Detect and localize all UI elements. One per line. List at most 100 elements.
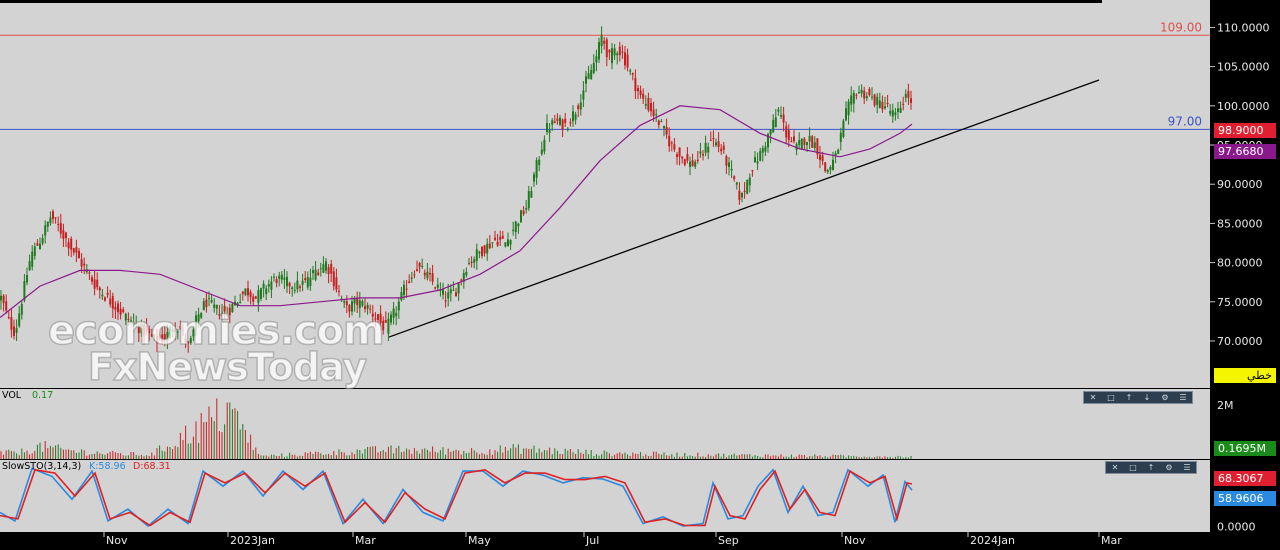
candle-body xyxy=(460,279,463,281)
close-icon[interactable]: ✕ xyxy=(1089,393,1097,402)
close-icon[interactable]: ✕ xyxy=(1111,463,1119,472)
candle-body xyxy=(608,49,611,53)
candle-body xyxy=(382,320,385,331)
stochastic-d-tag: 68.3067 xyxy=(1214,471,1276,486)
maximize-icon[interactable]: □ xyxy=(1107,393,1115,402)
trendline xyxy=(388,79,1100,338)
candle-body xyxy=(353,297,356,304)
candle-body xyxy=(595,56,598,63)
candle-body xyxy=(613,48,616,56)
candle-body xyxy=(179,325,182,329)
candle-body xyxy=(410,277,413,279)
candle-body xyxy=(265,288,268,295)
candle-body xyxy=(572,111,574,122)
candle-body xyxy=(876,96,879,105)
candle-body xyxy=(397,301,400,311)
candle-body xyxy=(78,250,80,259)
move-down-icon[interactable]: ↓ xyxy=(1143,393,1151,402)
candle-body xyxy=(57,224,60,226)
candle-body xyxy=(665,127,668,135)
candle-body xyxy=(517,223,520,227)
candle-body xyxy=(639,90,642,95)
candle-body xyxy=(821,155,824,161)
candle-body xyxy=(80,259,83,267)
move-up-icon[interactable]: ↑ xyxy=(1147,463,1155,472)
candle-body xyxy=(280,274,283,280)
candle-body xyxy=(566,128,569,130)
candle-body xyxy=(553,121,556,124)
candle-body xyxy=(444,300,447,302)
candle-body xyxy=(504,242,507,247)
menu-icon[interactable]: ☰ xyxy=(1183,463,1191,472)
candle-body xyxy=(226,313,229,317)
candle-body xyxy=(488,243,491,249)
candle-body xyxy=(312,270,314,274)
candle-body xyxy=(902,103,905,105)
candle-body xyxy=(361,300,364,306)
maximize-icon[interactable]: □ xyxy=(1129,463,1137,472)
candle-body xyxy=(790,141,793,143)
candle-body xyxy=(894,112,897,116)
candle-body xyxy=(754,157,756,163)
candle-body xyxy=(629,70,632,72)
candle-body xyxy=(143,324,145,336)
candle-body xyxy=(689,161,691,168)
candle-body xyxy=(278,275,281,279)
candle-body xyxy=(525,207,528,210)
candle-body xyxy=(364,306,366,310)
candle-body xyxy=(468,262,470,264)
candle-body xyxy=(774,117,777,128)
volume-value: 0.17 xyxy=(32,390,54,401)
price-tick-label: 100.0000 xyxy=(1217,100,1270,113)
candle-body xyxy=(59,223,62,234)
candle-body xyxy=(512,229,515,232)
candle-body xyxy=(728,162,730,167)
menu-icon[interactable]: ☰ xyxy=(1179,393,1187,402)
candle-body xyxy=(751,170,754,172)
candle-body xyxy=(527,191,530,209)
candle-body xyxy=(62,230,65,239)
candle-body xyxy=(122,309,125,313)
candle-body xyxy=(496,241,499,246)
settings-icon[interactable]: ⚙ xyxy=(1165,463,1173,472)
candle-body xyxy=(548,130,551,133)
candle-body xyxy=(847,101,850,116)
candle-body xyxy=(254,296,257,299)
price-panel[interactable] xyxy=(0,0,1210,388)
volume-toolbar[interactable]: ✕ □ ↑ ↓ ⚙ ☰ xyxy=(1083,391,1193,404)
candle-body xyxy=(642,93,645,99)
candle-body xyxy=(223,305,226,312)
candle-body xyxy=(559,117,561,125)
candle-body xyxy=(343,301,346,303)
candle-body xyxy=(153,334,156,336)
drawing-tool-tag[interactable]: خطي xyxy=(1214,368,1276,383)
candle-body xyxy=(26,275,28,283)
candle-body xyxy=(33,246,36,256)
candle-body xyxy=(140,323,143,334)
candle-body xyxy=(748,177,751,186)
candle-body xyxy=(93,279,96,289)
candle-body xyxy=(787,130,790,141)
settings-icon[interactable]: ⚙ xyxy=(1161,393,1169,402)
candle-body xyxy=(733,176,736,180)
candle-body xyxy=(244,288,247,295)
candle-body xyxy=(860,89,863,94)
stochastic-toolbar[interactable]: ✕ □ ↑ ⚙ ☰ xyxy=(1105,461,1197,474)
price-tick-label: 70.0000 xyxy=(1217,335,1263,348)
candle-body xyxy=(491,242,494,244)
candle-body xyxy=(187,341,190,344)
candle-body xyxy=(577,105,580,110)
candle-body xyxy=(39,243,41,250)
candle-body xyxy=(137,326,140,334)
candle-body xyxy=(899,107,902,113)
time-tick-label: Mar xyxy=(1101,534,1122,547)
candle-body xyxy=(738,190,741,200)
candle-body xyxy=(712,138,715,140)
stochastic-panel[interactable] xyxy=(0,460,1210,532)
candle-body xyxy=(611,48,613,64)
candle-body xyxy=(366,304,369,309)
candle-body xyxy=(652,109,655,116)
stochastic-k-label: K:58.96 xyxy=(89,461,126,472)
move-up-icon[interactable]: ↑ xyxy=(1125,393,1133,402)
